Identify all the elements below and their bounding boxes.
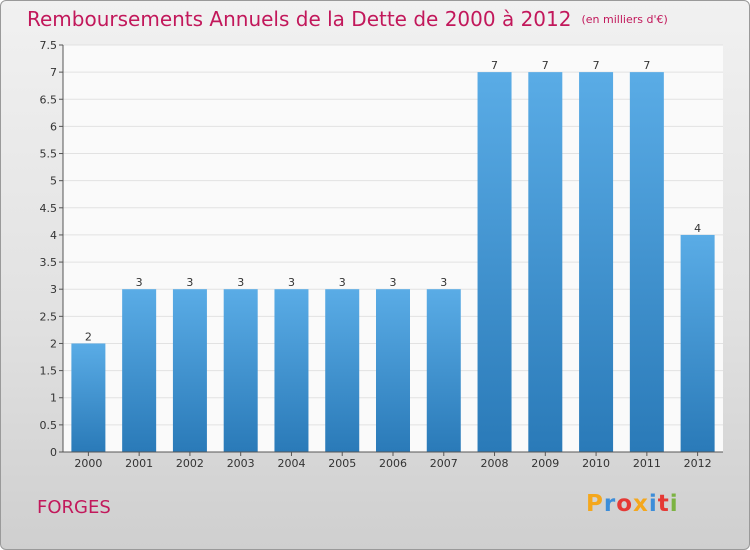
logo-letter: i <box>648 491 658 517</box>
y-tick-label: 4.5 <box>40 202 58 215</box>
y-tick-label: 0.5 <box>40 419 58 432</box>
bar-value-label: 3 <box>136 276 143 289</box>
y-tick-label: 5.5 <box>40 148 58 161</box>
bar-value-label: 7 <box>542 59 549 72</box>
x-tick-label: 2008 <box>481 457 509 470</box>
commune-name: FORGES <box>37 497 111 518</box>
x-tick-label: 2002 <box>176 457 204 470</box>
bar-value-label: 4 <box>694 222 701 235</box>
x-tick-label: 2001 <box>125 457 153 470</box>
x-tick-label: 2006 <box>379 457 407 470</box>
bar <box>426 289 461 452</box>
y-tick-label: 2 <box>50 337 57 350</box>
x-tick-label: 2011 <box>633 457 661 470</box>
bar <box>172 289 207 452</box>
x-tick-label: 2010 <box>582 457 610 470</box>
y-tick-label: 0 <box>50 446 57 459</box>
y-tick-label: 4 <box>50 229 57 242</box>
bar-value-label: 7 <box>643 59 650 72</box>
logo-letter: i <box>669 491 679 517</box>
bar <box>223 289 258 452</box>
chart-unit: (en milliers d'€) <box>581 13 668 26</box>
logo-letter: x <box>633 491 649 517</box>
bar-value-label: 3 <box>186 276 193 289</box>
x-tick-label: 2000 <box>74 457 102 470</box>
y-tick-label: 2.5 <box>40 310 58 323</box>
y-tick-label: 5 <box>50 175 57 188</box>
bar-value-label: 3 <box>390 276 397 289</box>
bar-value-label: 3 <box>339 276 346 289</box>
y-tick-label: 3 <box>50 283 57 296</box>
x-tick-label: 2009 <box>531 457 559 470</box>
bar <box>680 234 715 452</box>
bar-value-label: 3 <box>440 276 447 289</box>
y-tick-label: 6 <box>50 120 57 133</box>
logo-letter: r <box>603 491 617 517</box>
y-tick-label: 1 <box>50 392 57 405</box>
bar <box>274 289 309 452</box>
bar <box>477 72 512 452</box>
chart-title: Remboursements Annuels de la Dette de 20… <box>27 7 668 31</box>
bar-value-label: 3 <box>288 276 295 289</box>
logo-letter: t <box>657 491 670 517</box>
bar-value-label: 7 <box>593 59 600 72</box>
bar <box>71 343 106 452</box>
logo-letter: P <box>586 491 604 517</box>
bar <box>528 72 563 452</box>
bar <box>376 289 410 452</box>
y-tick-label: 3.5 <box>40 256 58 269</box>
x-tick-label: 2012 <box>684 457 712 470</box>
bar <box>325 289 360 452</box>
x-tick-label: 2004 <box>277 457 305 470</box>
proxiti-logo[interactable]: Proxiti <box>586 491 679 517</box>
bar <box>629 72 664 452</box>
x-tick-label: 2003 <box>227 457 255 470</box>
bar-value-label: 7 <box>491 59 498 72</box>
x-tick-label: 2007 <box>430 457 458 470</box>
y-tick-label: 6.5 <box>40 93 58 106</box>
bar-value-label: 2 <box>85 330 92 343</box>
y-tick-label: 7 <box>50 66 57 79</box>
x-tick-label: 2005 <box>328 457 356 470</box>
bar-value-label: 3 <box>237 276 244 289</box>
logo-letter: o <box>616 491 634 517</box>
bar <box>122 289 157 452</box>
bar <box>579 72 614 452</box>
y-tick-label: 1.5 <box>40 365 58 378</box>
chart-title-text: Remboursements Annuels de la Dette de 20… <box>27 7 572 31</box>
y-tick-label: 7.5 <box>40 39 58 52</box>
